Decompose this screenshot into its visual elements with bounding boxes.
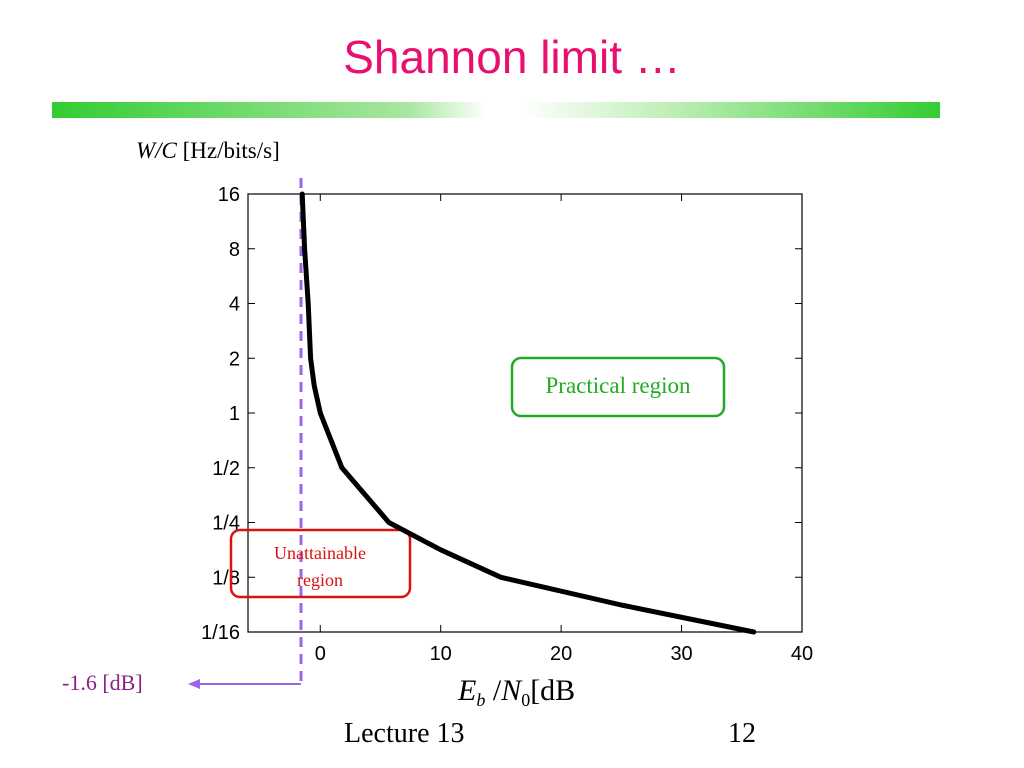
y-tick-label: 1/16	[201, 622, 240, 644]
unattainable-region-label-2: region	[297, 570, 343, 590]
practical-region-label: Practical region	[546, 373, 691, 398]
slide-title: Shannon limit …	[343, 31, 681, 83]
title-divider-bar	[52, 102, 940, 118]
y-tick-label: 1	[229, 403, 240, 425]
x-tick-label: 30	[670, 643, 692, 665]
unattainable-region-label-1: Unattainable	[274, 543, 366, 563]
footer-lecture: Lecture 13	[344, 718, 465, 749]
unattainable-region-box	[229, 528, 412, 599]
y-axis-unit-label: W/C [Hz/bits/s]	[136, 138, 280, 163]
y-tick-label: 8	[229, 239, 240, 261]
x-tick-label: 10	[430, 643, 452, 665]
y-tick-label: 4	[229, 294, 240, 316]
y-tick-label: 1/8	[212, 567, 240, 589]
x-axis-label: Eb /N0[dB	[457, 674, 575, 710]
x-tick-label: 40	[791, 643, 813, 665]
x-tick-label: 0	[315, 643, 326, 665]
footer-page-number: 12	[728, 718, 756, 749]
x-tick-label: 20	[550, 643, 572, 665]
y-tick-label: 1/2	[212, 458, 240, 480]
limit-arrow-head	[188, 679, 200, 689]
limit-value-label: -1.6 [dB]	[62, 670, 143, 695]
y-tick-label: 2	[229, 348, 240, 370]
practical-region-box	[510, 356, 726, 418]
shannon-curve-line	[299, 191, 757, 635]
y-tick-label: 16	[218, 184, 240, 206]
y-tick-label: 1/4	[212, 513, 240, 535]
